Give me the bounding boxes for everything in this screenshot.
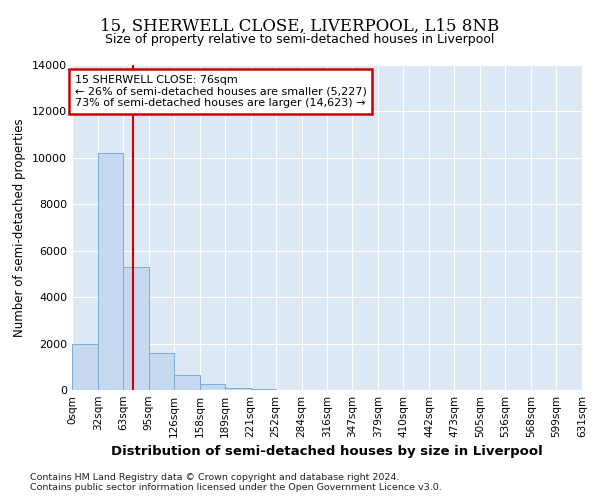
Bar	[174, 375, 200, 390]
Bar	[123, 267, 149, 390]
Text: Size of property relative to semi-detached houses in Liverpool: Size of property relative to semi-detach…	[106, 32, 494, 46]
Bar	[225, 388, 251, 390]
Text: 15 SHERWELL CLOSE: 76sqm
← 26% of semi-detached houses are smaller (5,227)
73% o: 15 SHERWELL CLOSE: 76sqm ← 26% of semi-d…	[74, 74, 367, 108]
Y-axis label: Number of semi-detached properties: Number of semi-detached properties	[13, 118, 26, 337]
Text: Contains public sector information licensed under the Open Government Licence v3: Contains public sector information licen…	[30, 484, 442, 492]
Bar	[251, 388, 275, 390]
X-axis label: Distribution of semi-detached houses by size in Liverpool: Distribution of semi-detached houses by …	[111, 446, 543, 458]
Bar	[98, 153, 123, 390]
Text: Contains HM Land Registry data © Crown copyright and database right 2024.: Contains HM Land Registry data © Crown c…	[30, 474, 400, 482]
Bar	[200, 384, 225, 390]
Bar	[149, 353, 174, 390]
Bar	[72, 344, 98, 390]
Text: 15, SHERWELL CLOSE, LIVERPOOL, L15 8NB: 15, SHERWELL CLOSE, LIVERPOOL, L15 8NB	[100, 18, 500, 34]
